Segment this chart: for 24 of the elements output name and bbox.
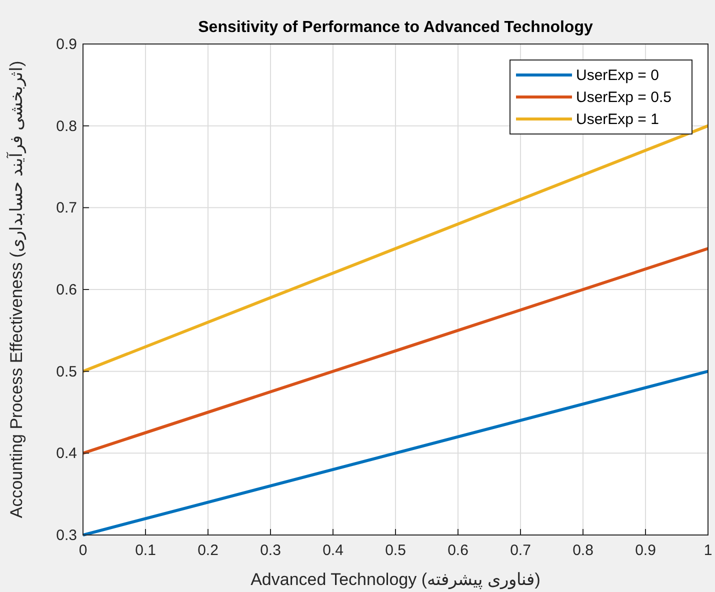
y-tick-label: 0.3 [56, 527, 77, 544]
x-tick-label: 0.6 [448, 542, 468, 559]
x-tick-label: 0.2 [198, 542, 218, 559]
x-axis-title: Advanced Technology (فناوری پیشرفته) [250, 570, 540, 590]
y-tick-label: 0.7 [56, 200, 77, 217]
y-tick-label: 0.5 [56, 363, 77, 380]
x-tick-label: 0 [78, 542, 88, 559]
x-tick-label: 0.4 [322, 542, 344, 559]
x-tick-label: 0.3 [260, 542, 281, 559]
y-tick-label: 0.9 [56, 36, 77, 53]
y-tick-label: 0.4 [56, 445, 77, 462]
legend-label: UserExp = 0 [576, 67, 659, 84]
chart-title: Sensitivity of Performance to Advanced Technology [198, 19, 593, 36]
x-tick-label: 0.8 [572, 542, 594, 559]
x-tick-label: 1 [704, 542, 712, 559]
legend-label: UserExp = 0.5 [576, 89, 672, 106]
y-tick-label: 0.8 [56, 118, 77, 135]
x-tick-label: 0.1 [135, 542, 156, 559]
y-tick-label: 0.6 [56, 282, 77, 298]
x-tick-label: 0.7 [510, 542, 531, 559]
y-axis-title: Accounting Process Effectiveness (اثربخشی فرآیند حسابداری) [5, 60, 27, 518]
x-tick-label: 0.5 [385, 542, 406, 559]
legend-label: UserExp = 1 [576, 111, 659, 128]
x-tick-label: 0.9 [635, 542, 656, 559]
